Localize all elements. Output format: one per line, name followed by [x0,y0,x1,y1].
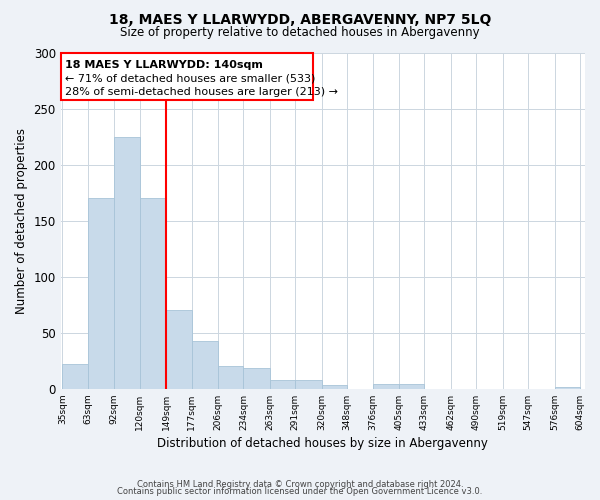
X-axis label: Distribution of detached houses by size in Abergavenny: Distribution of detached houses by size … [157,437,488,450]
Bar [61,52,313,100]
Bar [373,384,399,389]
Bar [218,366,244,389]
Bar [191,340,218,389]
Bar [140,198,166,389]
Text: Contains public sector information licensed under the Open Government Licence v3: Contains public sector information licen… [118,487,482,496]
Bar [270,380,295,389]
Bar [115,136,140,389]
Text: Size of property relative to detached houses in Abergavenny: Size of property relative to detached ho… [120,26,480,39]
Text: 18, MAES Y LLARWYDD, ABERGAVENNY, NP7 5LQ: 18, MAES Y LLARWYDD, ABERGAVENNY, NP7 5L… [109,12,491,26]
Text: Contains HM Land Registry data © Crown copyright and database right 2024.: Contains HM Land Registry data © Crown c… [137,480,463,489]
Bar [62,364,88,389]
Bar [399,384,424,389]
Bar [88,198,115,389]
Text: 28% of semi-detached houses are larger (213) →: 28% of semi-detached houses are larger (… [65,88,338,98]
Text: ← 71% of detached houses are smaller (533): ← 71% of detached houses are smaller (53… [65,74,316,84]
Bar [244,368,270,389]
Text: 18 MAES Y LLARWYDD: 140sqm: 18 MAES Y LLARWYDD: 140sqm [65,60,263,70]
Bar [554,386,580,389]
Bar [166,310,191,389]
Bar [322,386,347,389]
Y-axis label: Number of detached properties: Number of detached properties [15,128,28,314]
Bar [295,380,322,389]
